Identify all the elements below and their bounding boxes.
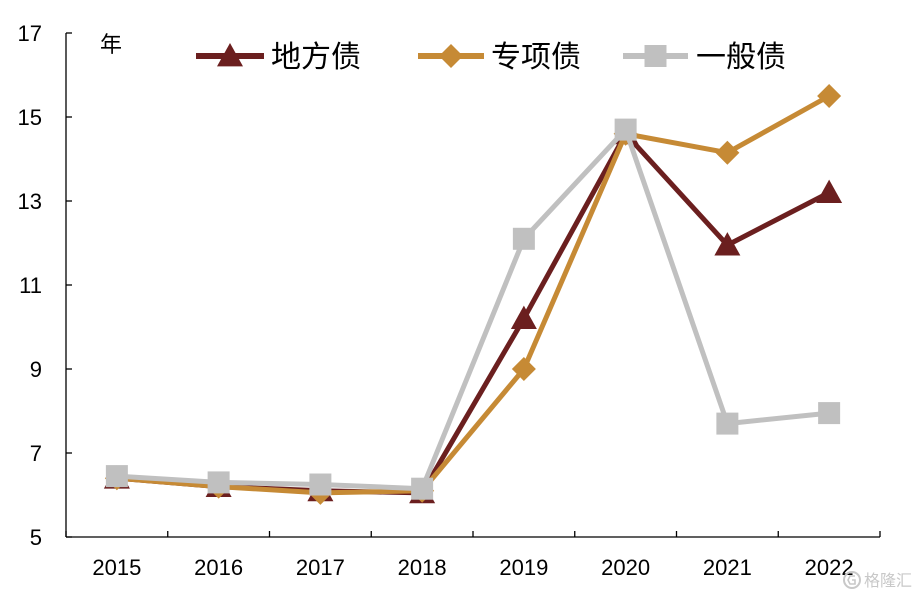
x-tick-label: 2020	[601, 555, 650, 580]
legend-marker	[439, 44, 463, 68]
data-point	[614, 118, 637, 141]
series-line	[116, 131, 831, 496]
series-line	[116, 93, 831, 496]
watermark-text: 格隆汇	[864, 571, 912, 590]
x-tick-label: 2022	[805, 555, 854, 580]
x-tick-label: 2015	[92, 555, 141, 580]
x-tick-label: 2017	[296, 555, 345, 580]
legend-label: 地方债	[271, 40, 361, 75]
y-axis-unit-label: 年	[100, 33, 122, 58]
y-tick-label: 5	[30, 525, 42, 550]
y-tick-label: 17	[18, 21, 42, 46]
series-line	[116, 127, 830, 492]
data-point	[817, 84, 842, 108]
y-tick-label: 15	[18, 105, 42, 130]
y-tick-label: 7	[30, 441, 42, 466]
legend-label: 专项债	[491, 40, 581, 75]
legend-marker	[644, 45, 667, 67]
data-point	[105, 465, 128, 488]
legend-label: 一般债	[696, 40, 786, 75]
x-tick-label: 2016	[194, 555, 243, 580]
legend-item-3: 一般债	[623, 40, 786, 75]
x-tick-label: 2018	[398, 555, 447, 580]
axes	[65, 33, 880, 538]
series-3	[105, 118, 841, 500]
gelonghui-logo-icon	[843, 571, 861, 589]
x-tick-label: 2021	[703, 555, 752, 580]
data-point	[715, 140, 740, 165]
data-point	[716, 412, 739, 435]
series-layer	[103, 84, 843, 505]
data-point	[411, 477, 434, 500]
x-tick-label: 2019	[499, 555, 548, 580]
y-tick-label: 13	[18, 189, 42, 214]
data-point	[816, 179, 843, 203]
legend-item-1: 地方债	[196, 40, 361, 75]
data-point	[510, 305, 537, 329]
data-point	[207, 471, 230, 494]
series-2	[104, 84, 842, 505]
x-axis-ticks: 2015 2016 2017 2018 2019 2020 2021 2022	[65, 531, 881, 580]
legend: 地方债 专项债 一般债	[196, 40, 786, 75]
series-1	[103, 120, 843, 504]
legend-item-2: 专项债	[418, 40, 581, 75]
data-point	[818, 402, 841, 425]
watermark: 格隆汇	[843, 571, 912, 590]
data-point	[714, 232, 741, 256]
y-tick-label: 11	[19, 273, 42, 298]
y-tick-label: 9	[30, 357, 42, 382]
y-axis-ticks: 5 7 9 11 13 15 17	[18, 21, 72, 550]
data-point	[309, 473, 332, 496]
data-point	[511, 357, 536, 381]
data-point	[512, 227, 535, 250]
legend-marker	[217, 43, 243, 67]
